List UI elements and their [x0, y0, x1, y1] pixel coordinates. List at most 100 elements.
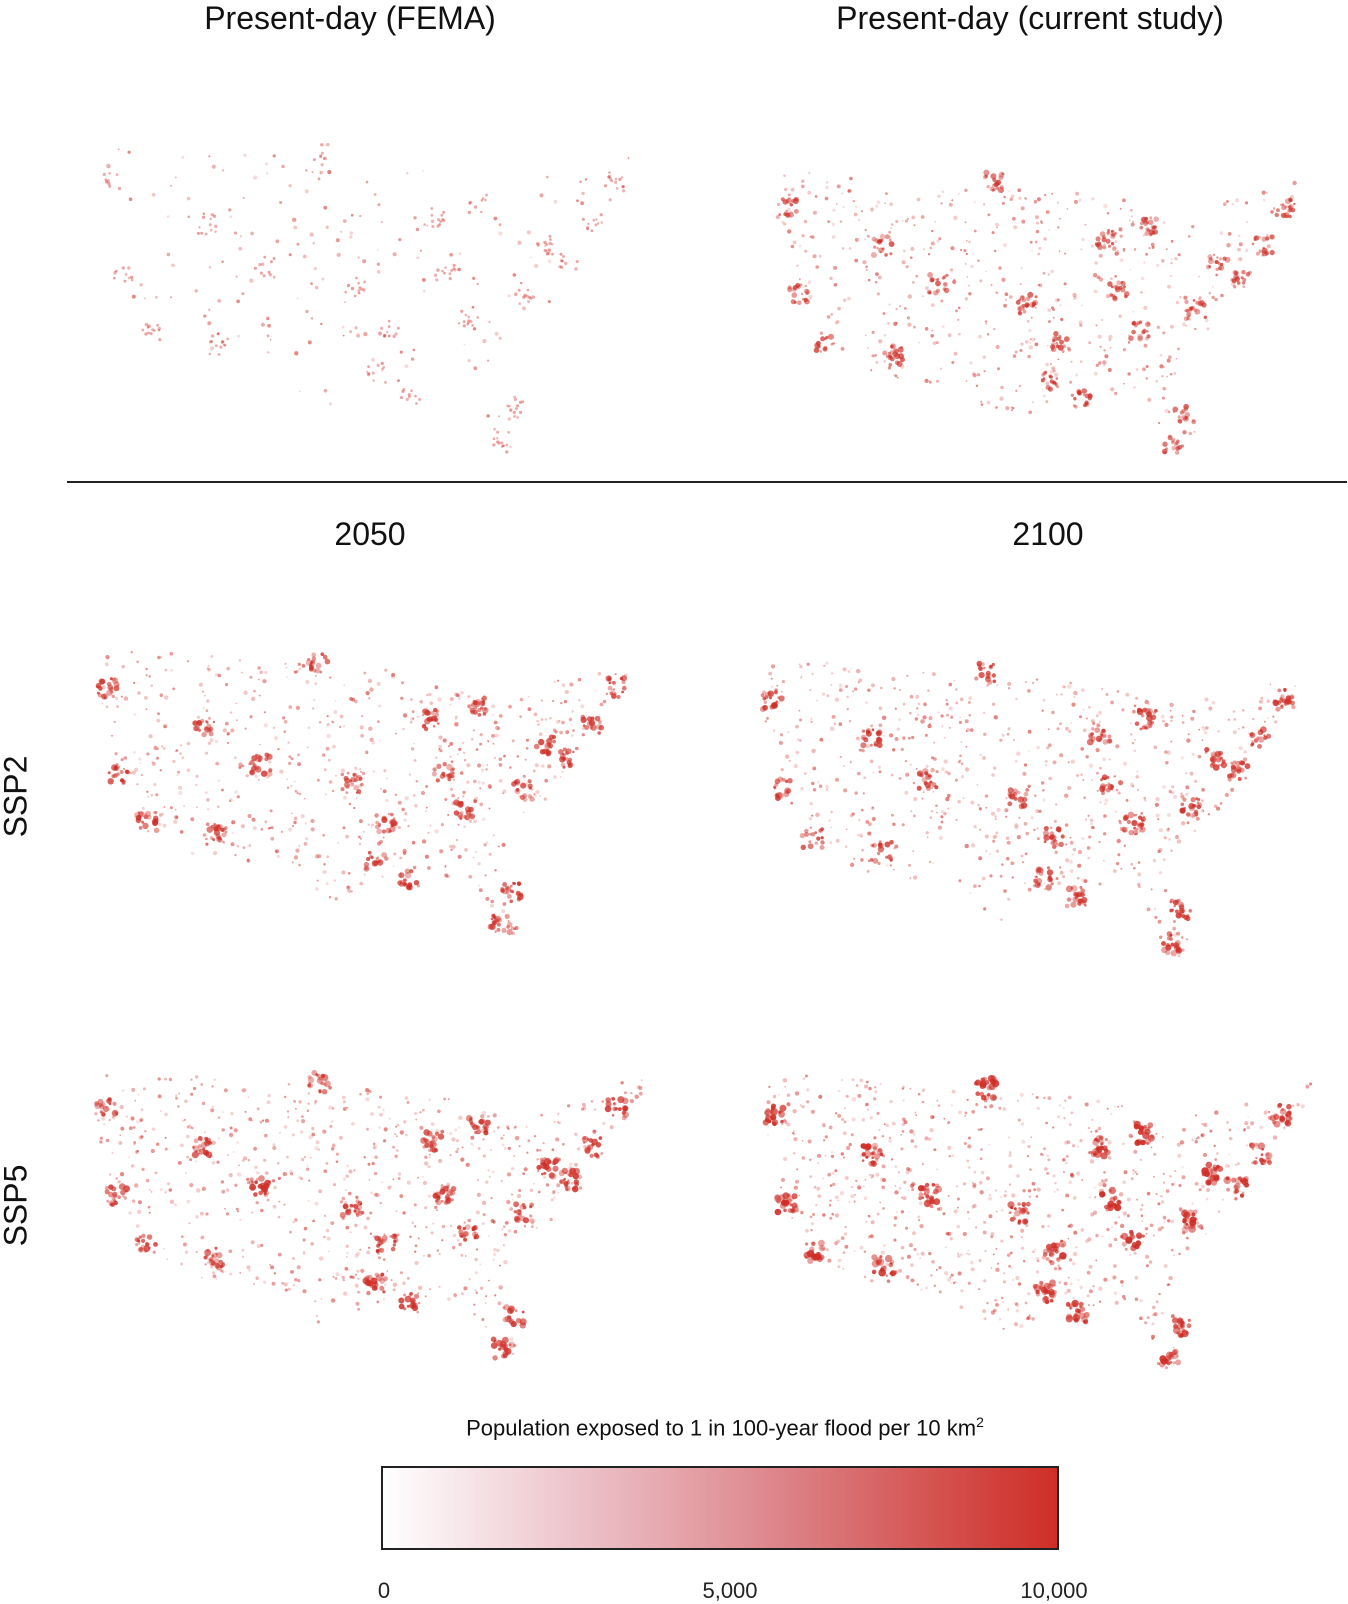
exposure-dot [863, 1250, 867, 1253]
exposure-dot [1205, 726, 1209, 730]
exposure-hotspot [104, 1189, 110, 1195]
exposure-dot [810, 235, 815, 239]
exposure-hotspot [991, 673, 996, 678]
exposure-hotspot [263, 1192, 267, 1196]
exposure-dot [1000, 1296, 1004, 1300]
exposure-dot [212, 851, 218, 856]
exposure-dot [811, 814, 814, 817]
exposure-hotspot [548, 241, 552, 246]
exposure-dot [318, 1278, 322, 1282]
exposure-dot [307, 726, 310, 729]
exposure-dot [310, 819, 315, 823]
exposure-hotspot [617, 1107, 622, 1111]
exposure-dot [874, 1086, 877, 1089]
exposure-hotspot [1230, 278, 1235, 282]
exposure-hotspot [1060, 834, 1065, 839]
exposure-dot [996, 849, 999, 853]
exposure-dot [1210, 1171, 1213, 1174]
exposure-hotspot [508, 405, 511, 408]
exposure-dot [1211, 700, 1216, 705]
exposure-dot [836, 184, 841, 189]
exposure-hotspot [197, 1136, 203, 1141]
exposure-hotspot [1123, 814, 1128, 819]
exposure-dot [1162, 1172, 1165, 1175]
exposure-hotspot [387, 325, 391, 328]
exposure-dot [490, 1197, 493, 1200]
exposure-dot [1056, 226, 1060, 229]
exposure-hotspot [101, 693, 109, 700]
exposure-dot [801, 234, 805, 238]
exposure-dot [1142, 1241, 1145, 1243]
exposure-dot [1035, 1257, 1040, 1261]
exposure-dot [446, 874, 450, 879]
exposure-dot [1099, 801, 1102, 804]
exposure-dot [805, 1229, 809, 1233]
exposure-hotspot [985, 670, 991, 676]
exposure-hotspot [782, 778, 786, 782]
exposure-hotspot [95, 682, 102, 689]
exposure-dot [539, 1149, 542, 1152]
exposure-dot [875, 272, 879, 276]
exposure-hotspot [876, 239, 883, 245]
exposure-dot [582, 1106, 587, 1111]
exposure-hotspot [800, 292, 804, 296]
exposure-dot [162, 747, 166, 750]
exposure-hotspot [212, 720, 216, 724]
exposure-dot [1096, 1099, 1101, 1104]
exposure-dot [221, 169, 225, 172]
exposure-dot [1157, 1227, 1162, 1232]
exposure-dot [449, 253, 453, 257]
exposure-hotspot [349, 779, 353, 783]
exposure-hotspot [1110, 242, 1115, 246]
exposure-hotspot [890, 344, 894, 349]
exposure-dot [491, 704, 496, 709]
exposure-dot [339, 714, 344, 719]
exposure-hotspot [254, 766, 262, 773]
exposure-dot [1077, 1279, 1080, 1282]
exposure-dot [909, 1183, 915, 1188]
exposure-dot [912, 781, 916, 785]
exposure-dot [932, 862, 934, 864]
exposure-dot [1105, 693, 1109, 696]
exposure-dot [964, 843, 969, 849]
exposure-dot [556, 719, 560, 724]
exposure-dot [305, 309, 309, 314]
exposure-hotspot [457, 1225, 462, 1230]
exposure-dot [951, 1104, 953, 1107]
exposure-dot [1230, 761, 1234, 765]
exposure-hotspot [562, 255, 565, 258]
exposure-dot [780, 1177, 786, 1182]
exposure-dot [558, 719, 561, 722]
exposure-hotspot [1076, 891, 1082, 898]
exposure-dot [804, 249, 808, 253]
exposure-dot [968, 1217, 970, 1220]
exposure-dot [410, 716, 415, 721]
exposure-hotspot [916, 771, 922, 777]
exposure-dot [175, 1094, 178, 1098]
exposure-hotspot [1057, 344, 1064, 351]
exposure-hotspot [441, 269, 444, 273]
exposure-dot [1179, 296, 1182, 299]
exposure-dot [1056, 1115, 1061, 1119]
exposure-dot [955, 818, 958, 821]
exposure-hotspot [1050, 882, 1054, 886]
exposure-hotspot [1181, 914, 1186, 918]
exposure-dot [1009, 1251, 1013, 1255]
exposure-dot [475, 748, 479, 751]
exposure-dot [1122, 1180, 1127, 1185]
exposure-dot [1027, 750, 1030, 752]
exposure-hotspot [1067, 348, 1072, 352]
exposure-hotspot [1188, 309, 1192, 313]
exposure-dot [359, 819, 363, 823]
exposure-dot [1044, 1167, 1048, 1171]
exposure-hotspot [933, 290, 939, 296]
exposure-dot [342, 826, 346, 830]
exposure-dot [818, 784, 823, 788]
exposure-dot [119, 1134, 121, 1136]
exposure-dot [249, 278, 254, 283]
exposure-hotspot [889, 858, 893, 862]
exposure-dot [291, 1133, 295, 1137]
exposure-dot [547, 764, 552, 769]
exposure-dot [473, 1303, 476, 1306]
exposure-dot [472, 276, 476, 280]
